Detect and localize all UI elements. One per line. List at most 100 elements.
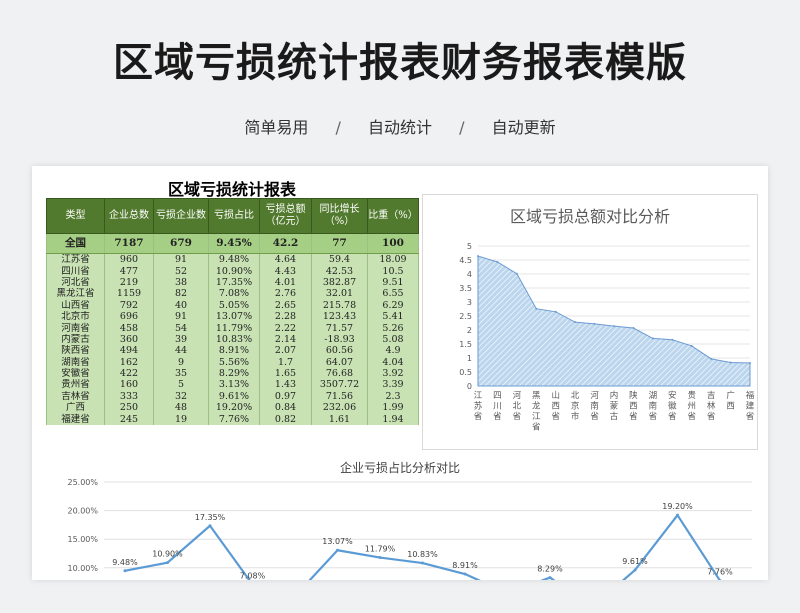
- feature-tags: 简单易用 / 自动统计 / 自动更新: [0, 114, 800, 138]
- y-tick-label: 3: [467, 298, 472, 307]
- table-cell: 1.65: [259, 367, 312, 380]
- header-cell: 亏损企业数: [153, 198, 209, 234]
- x-tick-label: 黑龙江省: [532, 391, 541, 433]
- table-row: 湖南省 162 9 5.56% 1.7 64.07 4.04: [46, 356, 419, 368]
- y-tick-label: 10.00%: [67, 564, 98, 573]
- table-cell: 679: [153, 233, 209, 254]
- table-cell: 494: [104, 345, 154, 357]
- table-row: 贵州省 160 5 3.13% 1.43 3507.72 3.39: [46, 379, 419, 391]
- table-cell: 1.94: [367, 413, 419, 425]
- table-cell: 9: [153, 356, 209, 368]
- table-row: 内蒙古 360 39 10.83% 2.14 -18.93 5.08: [46, 333, 419, 346]
- table-cell: 9.61%: [208, 390, 260, 403]
- table-cell: -18.93: [311, 333, 368, 346]
- table-cell: 5.41: [367, 310, 419, 323]
- area-point: [574, 321, 577, 324]
- tag-auto-update: 自动更新: [491, 118, 556, 137]
- table-cell: 北京市: [46, 310, 105, 323]
- y-tick-label: 1.5: [459, 340, 472, 349]
- loss-table: 类型 企业总数 亏损企业数 亏损占比 亏损总额（亿元） 同比增长（%） 比重（%） 全国 71…: [46, 198, 419, 425]
- table-cell: 13.07%: [208, 310, 260, 323]
- table-cell: 3507.72: [311, 379, 368, 391]
- data-label: 9.61%: [622, 557, 648, 566]
- line-point: [123, 569, 127, 573]
- table-row: 吉林省 333 32 9.61% 0.97 71.56 2.3: [46, 390, 419, 403]
- table-cell: 2.07: [259, 345, 312, 357]
- table-cell: 382.87: [311, 276, 368, 289]
- table-cell: 贵州省: [46, 379, 105, 391]
- chart-title: 区域亏损总额对比分析: [510, 207, 670, 226]
- x-tick-label: 福建省: [746, 390, 755, 422]
- y-tick-label: 0.5: [459, 368, 472, 377]
- table-cell: 250: [104, 402, 154, 414]
- area-point: [651, 337, 654, 340]
- line-series: [124, 514, 721, 580]
- table-cell: 59.4: [311, 253, 368, 266]
- table-cell: 6.29: [367, 299, 419, 311]
- y-tick-label: 0: [467, 382, 472, 391]
- table-row: 四川省 477 52 10.90% 4.43 42.53 10.5: [46, 265, 419, 277]
- table-cell: 福建省: [46, 413, 105, 425]
- table-cell: 广西: [46, 402, 105, 414]
- y-tick-label: 2.5: [459, 312, 472, 321]
- data-label: 7.08%: [240, 572, 266, 580]
- table-cell: 4.9: [367, 345, 419, 357]
- table-header-row: 类型 企业总数 亏损企业数 亏损占比 亏损总额（亿元） 同比增长（%） 比重（%）: [46, 198, 419, 234]
- loss-amount-area-chart: 区域亏损总额对比分析 0 0.5 1 1.5 2 2.5 3 3.5 4 4.5 5 江苏省 四川省 河北省…: [422, 194, 758, 450]
- table-cell: 山西省: [46, 299, 105, 311]
- line-point: [421, 561, 424, 565]
- data-label: 13.07%: [322, 537, 353, 546]
- data-label: 7.76%: [707, 568, 733, 577]
- table-cell: 960: [104, 253, 154, 266]
- area-point: [749, 362, 751, 365]
- table-cell: 1.7: [259, 356, 312, 368]
- x-tick-label: 广西: [726, 390, 735, 412]
- area-point: [632, 327, 635, 330]
- page-title: 区域亏损统计报表财务报表模版: [113, 40, 687, 86]
- table-cell: 5.08: [367, 333, 419, 346]
- table-cell: 422: [104, 367, 154, 380]
- table-cell: 39: [153, 333, 209, 346]
- table-cell: 黑龙江省: [46, 288, 105, 300]
- header-cell: 亏损占比: [208, 198, 260, 234]
- chart-title: 企业亏损占比分析对比: [340, 460, 460, 475]
- area-point: [710, 357, 713, 360]
- table-row: 黑龙江省 1159 82 7.08% 2.76 32.01 6.55: [46, 288, 419, 300]
- table-cell: 458: [104, 322, 154, 334]
- table-cell: 123.43: [311, 310, 368, 323]
- table-row: 福建省 245 19 7.76% 0.82 1.61 1.94: [46, 413, 419, 425]
- table-row: 山西省 792 40 5.05% 2.65 215.78 6.29: [46, 299, 419, 311]
- data-label: 10.90%: [152, 550, 183, 559]
- table-cell: 全国: [46, 233, 105, 254]
- table-cell: 4.43: [259, 265, 312, 277]
- table-cell: 4.01: [259, 276, 312, 289]
- x-tick-label: 内蒙古: [610, 390, 619, 422]
- table-cell: 3.92: [367, 367, 419, 380]
- table-cell: 7.76%: [208, 413, 260, 425]
- table-cell: 四川省: [46, 265, 105, 277]
- table-cell: 3.13%: [208, 379, 260, 391]
- table-cell: 4.04: [367, 356, 419, 368]
- area-point: [515, 272, 518, 275]
- data-label: 8.91%: [452, 561, 478, 570]
- table-cell: 52: [153, 265, 209, 277]
- header-cell: 比重（%）: [367, 198, 419, 234]
- table-cell: 8.29%: [208, 367, 260, 380]
- table-cell: 1.43: [259, 379, 312, 391]
- table-cell: 2.22: [259, 322, 312, 334]
- table-cell: 19.20%: [208, 402, 260, 414]
- table-row: 河北省 219 38 17.35% 4.01 382.87 9.51: [46, 276, 419, 289]
- table-cell: 江苏省: [46, 253, 105, 266]
- table-cell: 64.07: [311, 356, 368, 368]
- line-point: [336, 548, 339, 552]
- line-point: [463, 572, 467, 576]
- table-cell: 0.84: [259, 402, 312, 414]
- y-tick-label: 2: [467, 326, 472, 335]
- x-tick-label: 吉林省: [707, 391, 716, 422]
- area-point: [554, 310, 557, 313]
- line-point: [548, 576, 552, 580]
- y-tick-label: 15.00%: [67, 535, 98, 544]
- table-cell: 0.97: [259, 390, 312, 403]
- line-point: [633, 568, 637, 572]
- area-point: [496, 260, 499, 263]
